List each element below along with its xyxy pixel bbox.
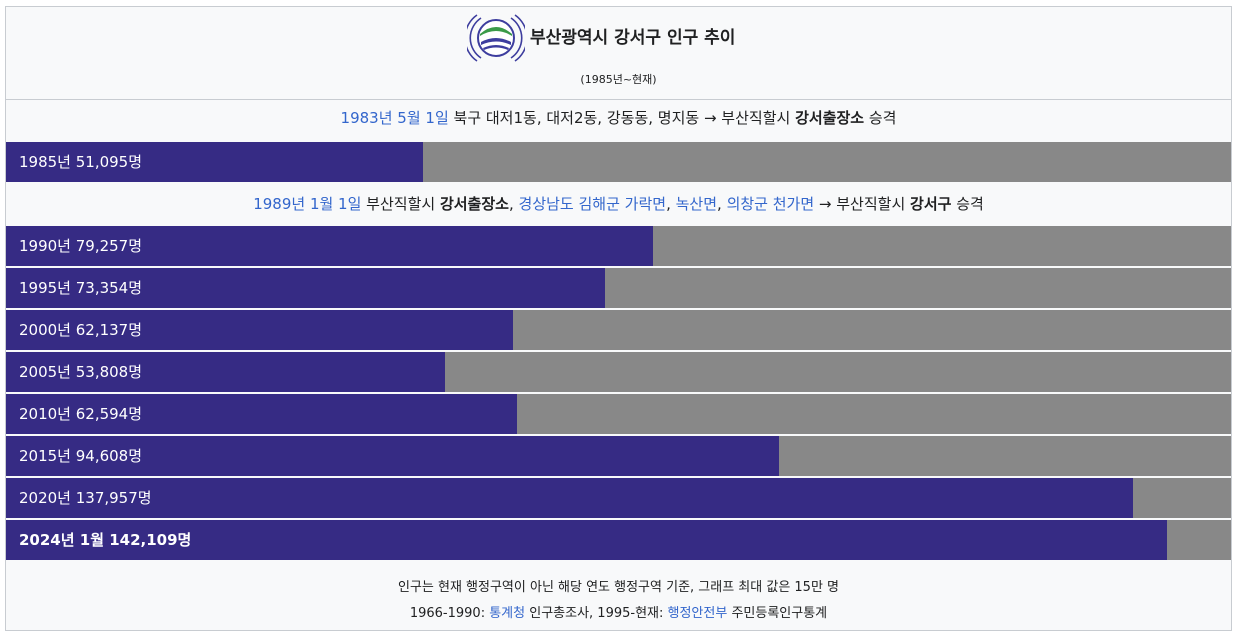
note-link[interactable]: 1983년 5월 1일 xyxy=(340,109,449,127)
note-strong-text: 강서출장소 xyxy=(795,109,865,127)
footer-note: 인구는 현재 행정구역이 아닌 해당 연도 행정구역 기준, 그래프 최대 값은… xyxy=(397,580,840,595)
bar-fill xyxy=(6,352,445,392)
bar-row: 2024년 1월 142,109명 xyxy=(6,520,1231,560)
bar-fill xyxy=(6,394,517,434)
source-suffix: 주민등록인구통계 xyxy=(727,606,828,621)
bar-fill xyxy=(6,436,779,476)
bar-label: 2020년 137,957명 xyxy=(19,489,152,507)
bar-label: 1995년 73,354명 xyxy=(19,279,143,297)
footer-source: 1966-1990: 통계청 인구총조사, 1995-현재: 행정안전부 주민등… xyxy=(6,602,1231,621)
bar-label: 1990년 79,257명 xyxy=(19,237,143,255)
note-text: 부산직할시 xyxy=(361,195,440,213)
bar-label: 1985년 51,095명 xyxy=(19,153,143,171)
note-text: , xyxy=(666,195,676,213)
bar-row: 1990년 79,257명 xyxy=(6,226,1231,266)
bar-fill xyxy=(6,142,423,182)
note-text: , xyxy=(717,195,727,213)
chart-title: 부산광역시 강서구 인구 추이 xyxy=(530,28,736,48)
bar-row: 1985년 51,095명 xyxy=(6,142,1231,182)
chart-subtitle: (1985년~현재) xyxy=(580,73,657,86)
note-text: 북구 대저1동, 대저2동, 강동동, 명지동 → 부산직할시 xyxy=(448,109,796,127)
note-link[interactable]: 녹산면 xyxy=(675,195,718,213)
source-middle: 인구총조사, 1995-현재: xyxy=(525,606,668,621)
source-link-kostat[interactable]: 통계청 xyxy=(489,606,526,621)
bar-row: 2020년 137,957명 xyxy=(6,478,1231,518)
bar-row: 2010년 62,594명 xyxy=(6,394,1231,434)
bar-row: 2005년 53,808명 xyxy=(6,352,1231,392)
bar-fill xyxy=(6,310,513,350)
note-text: , xyxy=(508,195,519,213)
bar-fill xyxy=(6,268,605,308)
bar-label: 2024년 1월 142,109명 xyxy=(19,531,192,549)
note-link[interactable]: 의창군 천가면 xyxy=(726,195,815,213)
bar-label: 2015년 94,608명 xyxy=(19,447,143,465)
note-strong-text: 강서구 xyxy=(910,195,952,213)
history-note-1983: 1983년 5월 1일 북구 대저1동, 대저2동, 강동동, 명지동 → 부산… xyxy=(6,107,1231,128)
note-text: → 부산직할시 xyxy=(814,195,911,213)
note-link[interactable]: 경상남도 김해군 가락면 xyxy=(518,195,667,213)
bar-row: 2015년 94,608명 xyxy=(6,436,1231,476)
bar-label: 2010년 62,594명 xyxy=(19,405,143,423)
history-note-1989: 1989년 1월 1일 부산직할시 강서출장소, 경상남도 김해군 가락면, 녹… xyxy=(6,193,1231,214)
bar-label: 2000년 62,137명 xyxy=(19,321,143,339)
bar-fill xyxy=(6,520,1167,560)
source-prefix: 1966-1990: xyxy=(409,606,490,621)
chart-header: 부산광역시 강서구 인구 추이 (1985년~현재) xyxy=(6,7,1231,100)
bar-row: 2000년 62,137명 xyxy=(6,310,1231,350)
note-text: 승격 xyxy=(864,109,897,127)
bar-row: 1995년 73,354명 xyxy=(6,268,1231,308)
bar-fill xyxy=(6,226,653,266)
bar-label: 2005년 53,808명 xyxy=(19,363,143,381)
population-chart-panel: 부산광역시 강서구 인구 추이 (1985년~현재) 1983년 5월 1일 북… xyxy=(5,6,1232,631)
note-link[interactable]: 1989년 1월 1일 xyxy=(253,195,362,213)
bar-fill xyxy=(6,478,1133,518)
gangseo-emblem-logo xyxy=(467,14,525,62)
note-text: 승격 xyxy=(951,195,984,213)
source-link-mois[interactable]: 행정안전부 xyxy=(667,606,728,621)
note-strong-text: 강서출장소 xyxy=(439,195,509,213)
